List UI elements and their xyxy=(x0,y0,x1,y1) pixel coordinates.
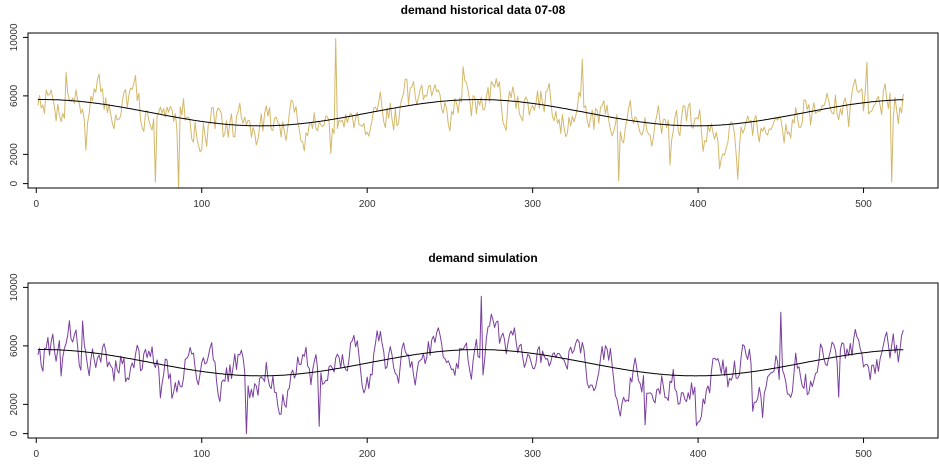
y-tick-label: 6000 xyxy=(9,334,20,357)
y-tick-label: 2000 xyxy=(9,143,20,166)
x-tick-label: 400 xyxy=(690,199,707,210)
x-tick-label: 200 xyxy=(359,449,376,460)
chart-simulation: demand simulation 0 100 200 300 400 500 0 2000… xyxy=(9,251,939,460)
y-tick-label: 6000 xyxy=(9,84,20,107)
chart-historical: demand historical data 07-08 0 100 200 300 4… xyxy=(9,3,939,210)
x-axis: 0 100 200 300 400 500 xyxy=(33,438,872,460)
y-tick-label: 2000 xyxy=(9,393,20,416)
y-tick-label: 0 xyxy=(9,180,20,186)
trend-line xyxy=(37,99,904,127)
x-tick-label: 0 xyxy=(33,449,39,460)
x-tick-label: 200 xyxy=(359,199,376,210)
trend-line xyxy=(37,349,904,377)
observed-series-line xyxy=(37,38,904,189)
series-layer xyxy=(37,38,904,189)
x-tick-label: 0 xyxy=(33,199,39,210)
x-tick-label: 300 xyxy=(524,449,541,460)
chart-title: demand historical data 07-08 xyxy=(401,3,566,17)
plot-frame xyxy=(27,32,939,189)
x-tick-label: 500 xyxy=(855,449,872,460)
x-tick-label: 400 xyxy=(690,449,707,460)
x-axis: 0 100 200 300 400 500 xyxy=(33,188,872,210)
y-axis: 0 2000 6000 10000 xyxy=(9,273,28,436)
x-tick-label: 300 xyxy=(524,199,541,210)
x-tick-label: 100 xyxy=(193,199,210,210)
y-tick-label: 0 xyxy=(9,430,20,436)
x-tick-label: 100 xyxy=(193,449,210,460)
x-tick-label: 500 xyxy=(855,199,872,210)
y-tick-label: 10000 xyxy=(9,23,20,51)
series-layer xyxy=(37,295,904,435)
simulated-series-line xyxy=(37,295,904,435)
y-tick-label: 10000 xyxy=(9,273,20,301)
y-axis: 0 2000 6000 10000 xyxy=(9,23,28,186)
chart-title: demand simulation xyxy=(428,251,537,265)
plot-frame xyxy=(27,282,939,439)
